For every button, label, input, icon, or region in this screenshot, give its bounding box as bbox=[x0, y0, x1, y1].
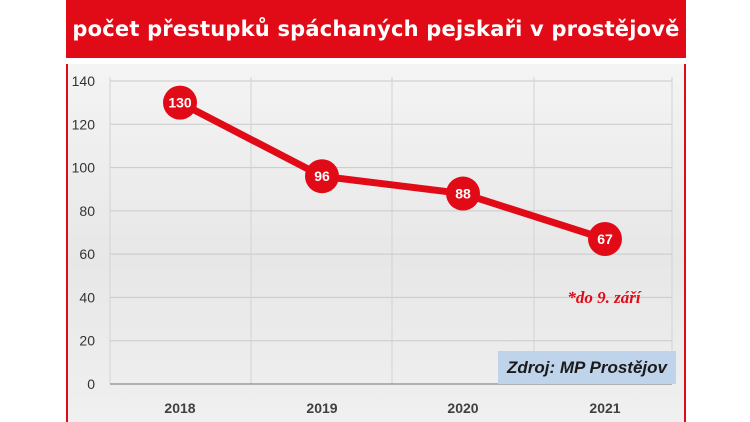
series-line-group bbox=[176, 99, 609, 243]
x-axis: 2018 2019 2020 2021 bbox=[164, 400, 620, 416]
data-point-marker bbox=[163, 85, 197, 120]
y-tick-label: 40 bbox=[79, 289, 95, 305]
y-tick-label: 100 bbox=[72, 160, 96, 176]
title-bar: počet přestupků spáchaných pejskaři v pr… bbox=[66, 0, 686, 58]
grid bbox=[109, 77, 673, 385]
data-points: 130 96 88 67 bbox=[163, 85, 622, 256]
x-tick-label: 2019 bbox=[306, 400, 337, 416]
data-point-label: 96 bbox=[314, 168, 330, 184]
data-point-label: 67 bbox=[597, 231, 613, 247]
series-line bbox=[176, 99, 609, 243]
source-box: Zdroj: MP Prostějov bbox=[498, 351, 676, 384]
source-label: Zdroj: MP Prostějov bbox=[507, 357, 667, 377]
y-tick-label: 140 bbox=[72, 73, 96, 89]
data-point-marker bbox=[305, 159, 339, 194]
y-tick-label: 120 bbox=[72, 116, 96, 132]
y-tick-label: 0 bbox=[87, 376, 95, 392]
x-tick-label: 2020 bbox=[447, 400, 478, 416]
data-point-marker bbox=[588, 221, 622, 256]
y-axis: 0 20 40 60 80 100 120 140 bbox=[72, 73, 96, 392]
y-tick-label: 80 bbox=[79, 203, 95, 219]
footnote-annotation: *do 9. září bbox=[567, 288, 641, 307]
x-tick-label: 2018 bbox=[164, 400, 195, 416]
data-point-label: 88 bbox=[455, 186, 471, 202]
y-tick-label: 20 bbox=[79, 333, 95, 349]
x-tick-label: 2021 bbox=[589, 400, 620, 416]
chart-title: počet přestupků spáchaných pejskaři v pr… bbox=[72, 17, 680, 41]
data-point-label: 130 bbox=[168, 95, 192, 111]
data-point-marker bbox=[446, 176, 480, 211]
y-tick-label: 60 bbox=[79, 246, 95, 262]
